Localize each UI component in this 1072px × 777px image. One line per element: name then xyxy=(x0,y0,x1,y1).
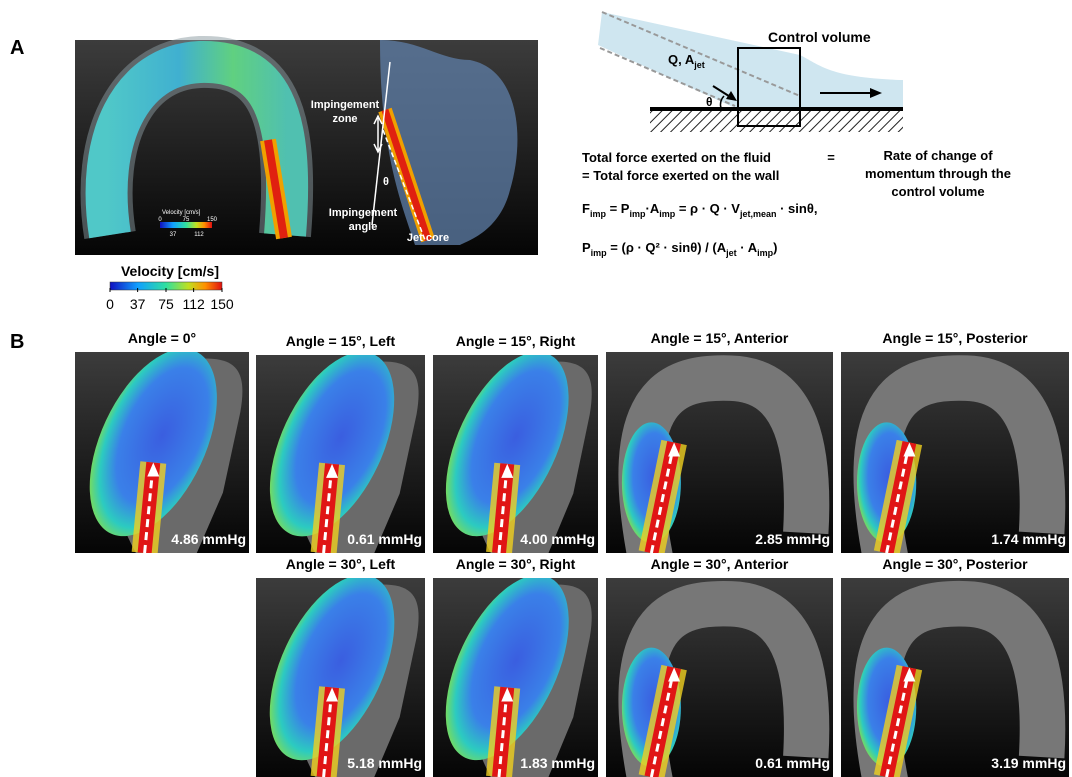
panel-title: Angle = 15°, Right xyxy=(456,333,576,349)
inset-tick: 37 xyxy=(170,232,177,238)
equation-part: ) xyxy=(773,240,777,255)
equation-part: P xyxy=(582,240,591,255)
flow-image xyxy=(606,578,833,777)
equation-text: momentum through the xyxy=(865,166,1011,181)
subscript: imp xyxy=(591,248,608,258)
equation-text: Total force exerted on the fluid xyxy=(582,150,771,165)
equation-part: = (ρ · Q² · sinθ) / (A xyxy=(607,240,727,255)
equation-text: = Total force exerted on the wall xyxy=(582,168,779,183)
subscript: imp xyxy=(590,209,607,219)
equation-part: = P xyxy=(606,201,630,216)
annotation: Impingement xyxy=(311,99,380,111)
flow-image xyxy=(841,578,1069,777)
tick-label: 75 xyxy=(158,296,174,312)
panel-label: B xyxy=(10,331,24,353)
panel-title: Angle = 30°, Posterior xyxy=(882,556,1028,572)
tick-label: 37 xyxy=(130,296,146,312)
pressure-label: 2.85 mmHg xyxy=(755,531,830,547)
flow-image xyxy=(244,556,425,777)
tick-label: 150 xyxy=(210,296,234,312)
inset-legend-title: Velocity [cm/s] xyxy=(162,210,201,216)
panel-title: Angle = 30°, Anterior xyxy=(651,556,789,572)
panel-title: Angle = 15°, Posterior xyxy=(882,330,1028,346)
pressure-label: 1.83 mmHg xyxy=(520,755,595,771)
annotation: θ xyxy=(383,176,389,188)
pressure-label: 0.61 mmHg xyxy=(347,531,422,547)
equation-text: = xyxy=(827,150,835,165)
equation-force: Fimp = Pimp·Aimp = ρ · Q · Vjet,mean · s… xyxy=(582,201,817,219)
tick-label: 112 xyxy=(182,296,205,312)
annotation: Impingement xyxy=(329,207,398,219)
flow-image xyxy=(421,333,598,554)
annotation: zone xyxy=(332,113,357,125)
diagram-title: Control volume xyxy=(768,29,871,45)
equation-text: Rate of change of xyxy=(883,148,993,163)
panel-title: Angle = 30°, Right xyxy=(456,556,576,572)
subscript: imp xyxy=(659,209,676,219)
panel-title: Angle = 15°, Left xyxy=(286,333,396,349)
flow-label-main: Q, A xyxy=(668,52,695,67)
equation-pressure: Pimp = (ρ · Q² · sinθ) / (Ajet · Aimp) xyxy=(582,240,777,258)
flow-image xyxy=(244,333,425,555)
equation-part: · sinθ, xyxy=(776,201,817,216)
pressure-label: 3.19 mmHg xyxy=(991,755,1066,771)
annotation: Jet core xyxy=(407,232,449,244)
flow-label-sub: jet xyxy=(693,60,705,70)
aorta-image xyxy=(75,40,538,255)
annotation: angle xyxy=(349,221,378,233)
angle-label: θ xyxy=(706,95,713,109)
panel-label: A xyxy=(10,37,24,59)
inset-tick: 150 xyxy=(207,217,218,223)
flow-image xyxy=(420,556,598,777)
colorbar-title: Velocity [cm/s] xyxy=(121,263,219,279)
figure: A B Impingement zone Impingement angle J… xyxy=(0,0,1072,777)
subscript: jet xyxy=(725,248,737,258)
panel-title: Angle = 30°, Left xyxy=(286,556,396,572)
equation-text: control volume xyxy=(891,184,984,199)
pressure-label: 0.61 mmHg xyxy=(755,755,830,771)
equation-part: ·A xyxy=(645,201,659,216)
subscript: imp xyxy=(629,209,646,219)
subscript: jet,mean xyxy=(739,209,777,219)
equation-part: = ρ · Q · V xyxy=(675,201,740,216)
equation-part: · A xyxy=(737,240,758,255)
pressure-label: 1.74 mmHg xyxy=(991,531,1066,547)
equation-part: F xyxy=(582,201,590,216)
panel-title: Angle = 15°, Anterior xyxy=(651,330,789,346)
pressure-label: 4.86 mmHg xyxy=(171,531,246,547)
tick-label: 0 xyxy=(106,296,114,312)
pressure-label: 5.18 mmHg xyxy=(347,755,422,771)
inset-tick: 75 xyxy=(183,217,190,223)
inset-tick: 112 xyxy=(194,232,204,238)
flow-image xyxy=(64,329,249,555)
subscript: imp xyxy=(757,248,774,258)
panel-title: Angle = 0° xyxy=(128,330,196,346)
pressure-label: 4.00 mmHg xyxy=(520,531,595,547)
